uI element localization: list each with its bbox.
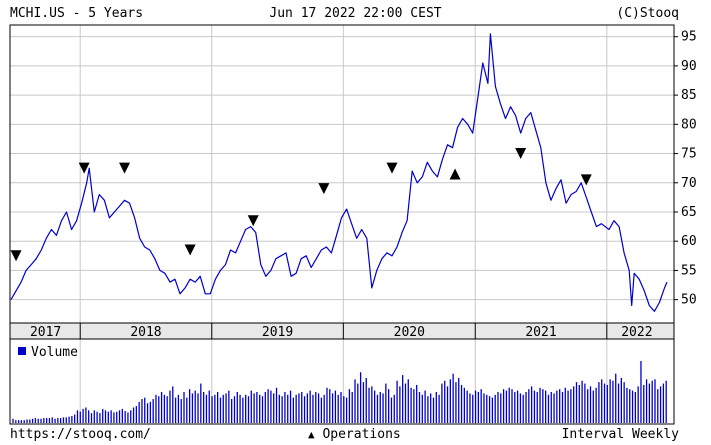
site-url[interactable]: https://stooq.com/ [10,427,151,442]
price-panel-frame [9,24,675,324]
y-tick-label: 95 [681,30,697,45]
chart-title: MCHI.US - 5 Years [10,6,144,21]
operation-marker-down [10,250,22,262]
operation-marker-up [449,168,461,180]
year-label: 2020 [394,325,425,340]
y-tick-label: 60 [681,234,697,249]
year-band-background [10,323,674,339]
y-tick-label: 65 [681,205,697,220]
year-label: 2021 [525,325,556,340]
operation-marker-down [247,215,259,227]
operation-marker-down [318,183,330,195]
year-label: 2022 [621,325,652,340]
up-triangle-icon: ▲ [308,428,315,441]
price-series-line [10,33,668,312]
y-tick-label: 80 [681,117,697,132]
chart-timestamp: Jun 17 2022 22:00 CEST [269,6,442,21]
y-tick-label: 90 [681,59,697,74]
y-tick-label: 55 [681,263,697,278]
volume-legend-label: Volume [31,345,78,360]
year-label: 2019 [262,325,293,340]
y-tick-label: 85 [681,88,697,103]
y-tick-label: 50 [681,293,697,308]
volume-legend-swatch [18,347,26,355]
year-label: 2018 [130,325,161,340]
year-label: 2017 [30,325,61,340]
operation-marker-down [580,174,592,186]
interval-label: Interval Weekly [561,427,679,442]
y-tick-label: 75 [681,147,697,162]
operation-marker-down [184,244,196,256]
operations-legend: ▲ Operations [308,427,401,442]
operation-marker-down [78,162,90,174]
y-tick-label: 70 [681,176,697,191]
source-credit: (C)Stooq [616,6,679,21]
operation-marker-down [386,162,398,174]
operations-legend-label: Operations [322,427,401,442]
operation-marker-down [515,148,527,160]
operation-marker-down [119,162,131,174]
volume-panel-frame [9,338,675,425]
